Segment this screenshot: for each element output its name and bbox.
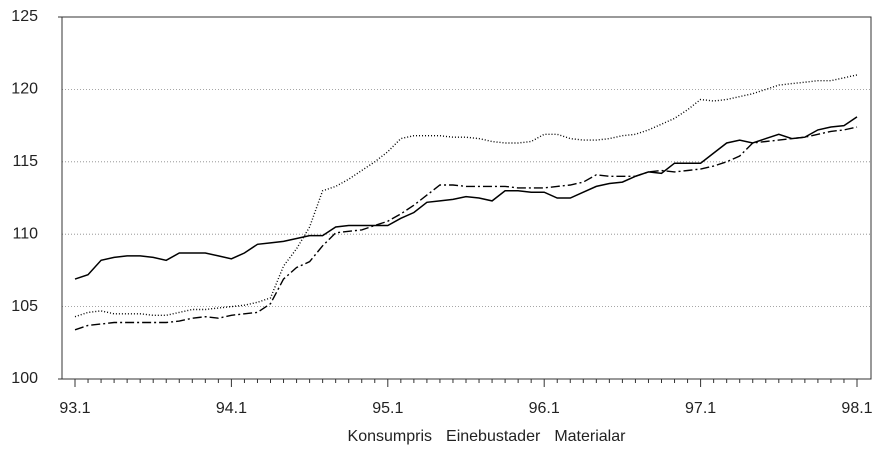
y-tick-label: 115 [12, 153, 38, 170]
series-line [74, 126, 858, 331]
x-tick-label: 94.1 [216, 400, 247, 417]
y-tick-label: 125 [11, 8, 38, 25]
y-tick-label: 120 [11, 81, 38, 98]
x-tick-label: 93.1 [59, 400, 90, 417]
x-tick-label: 98.1 [841, 400, 872, 417]
plot-frame [61, 16, 872, 380]
legend-label: Einebustader [446, 428, 541, 445]
y-tick-label: 100 [11, 370, 38, 387]
series-line [74, 116, 858, 280]
x-tick-label: 95.1 [372, 400, 403, 417]
legend-label: Materialar [554, 428, 626, 445]
y-tick-label: 110 [12, 225, 38, 242]
series-line [74, 74, 858, 318]
x-tick-label: 96.1 [529, 400, 560, 417]
legend-label: Konsumpris [348, 428, 432, 445]
x-tick-label: 97.1 [685, 400, 716, 417]
y-tick-label: 105 [11, 298, 38, 315]
